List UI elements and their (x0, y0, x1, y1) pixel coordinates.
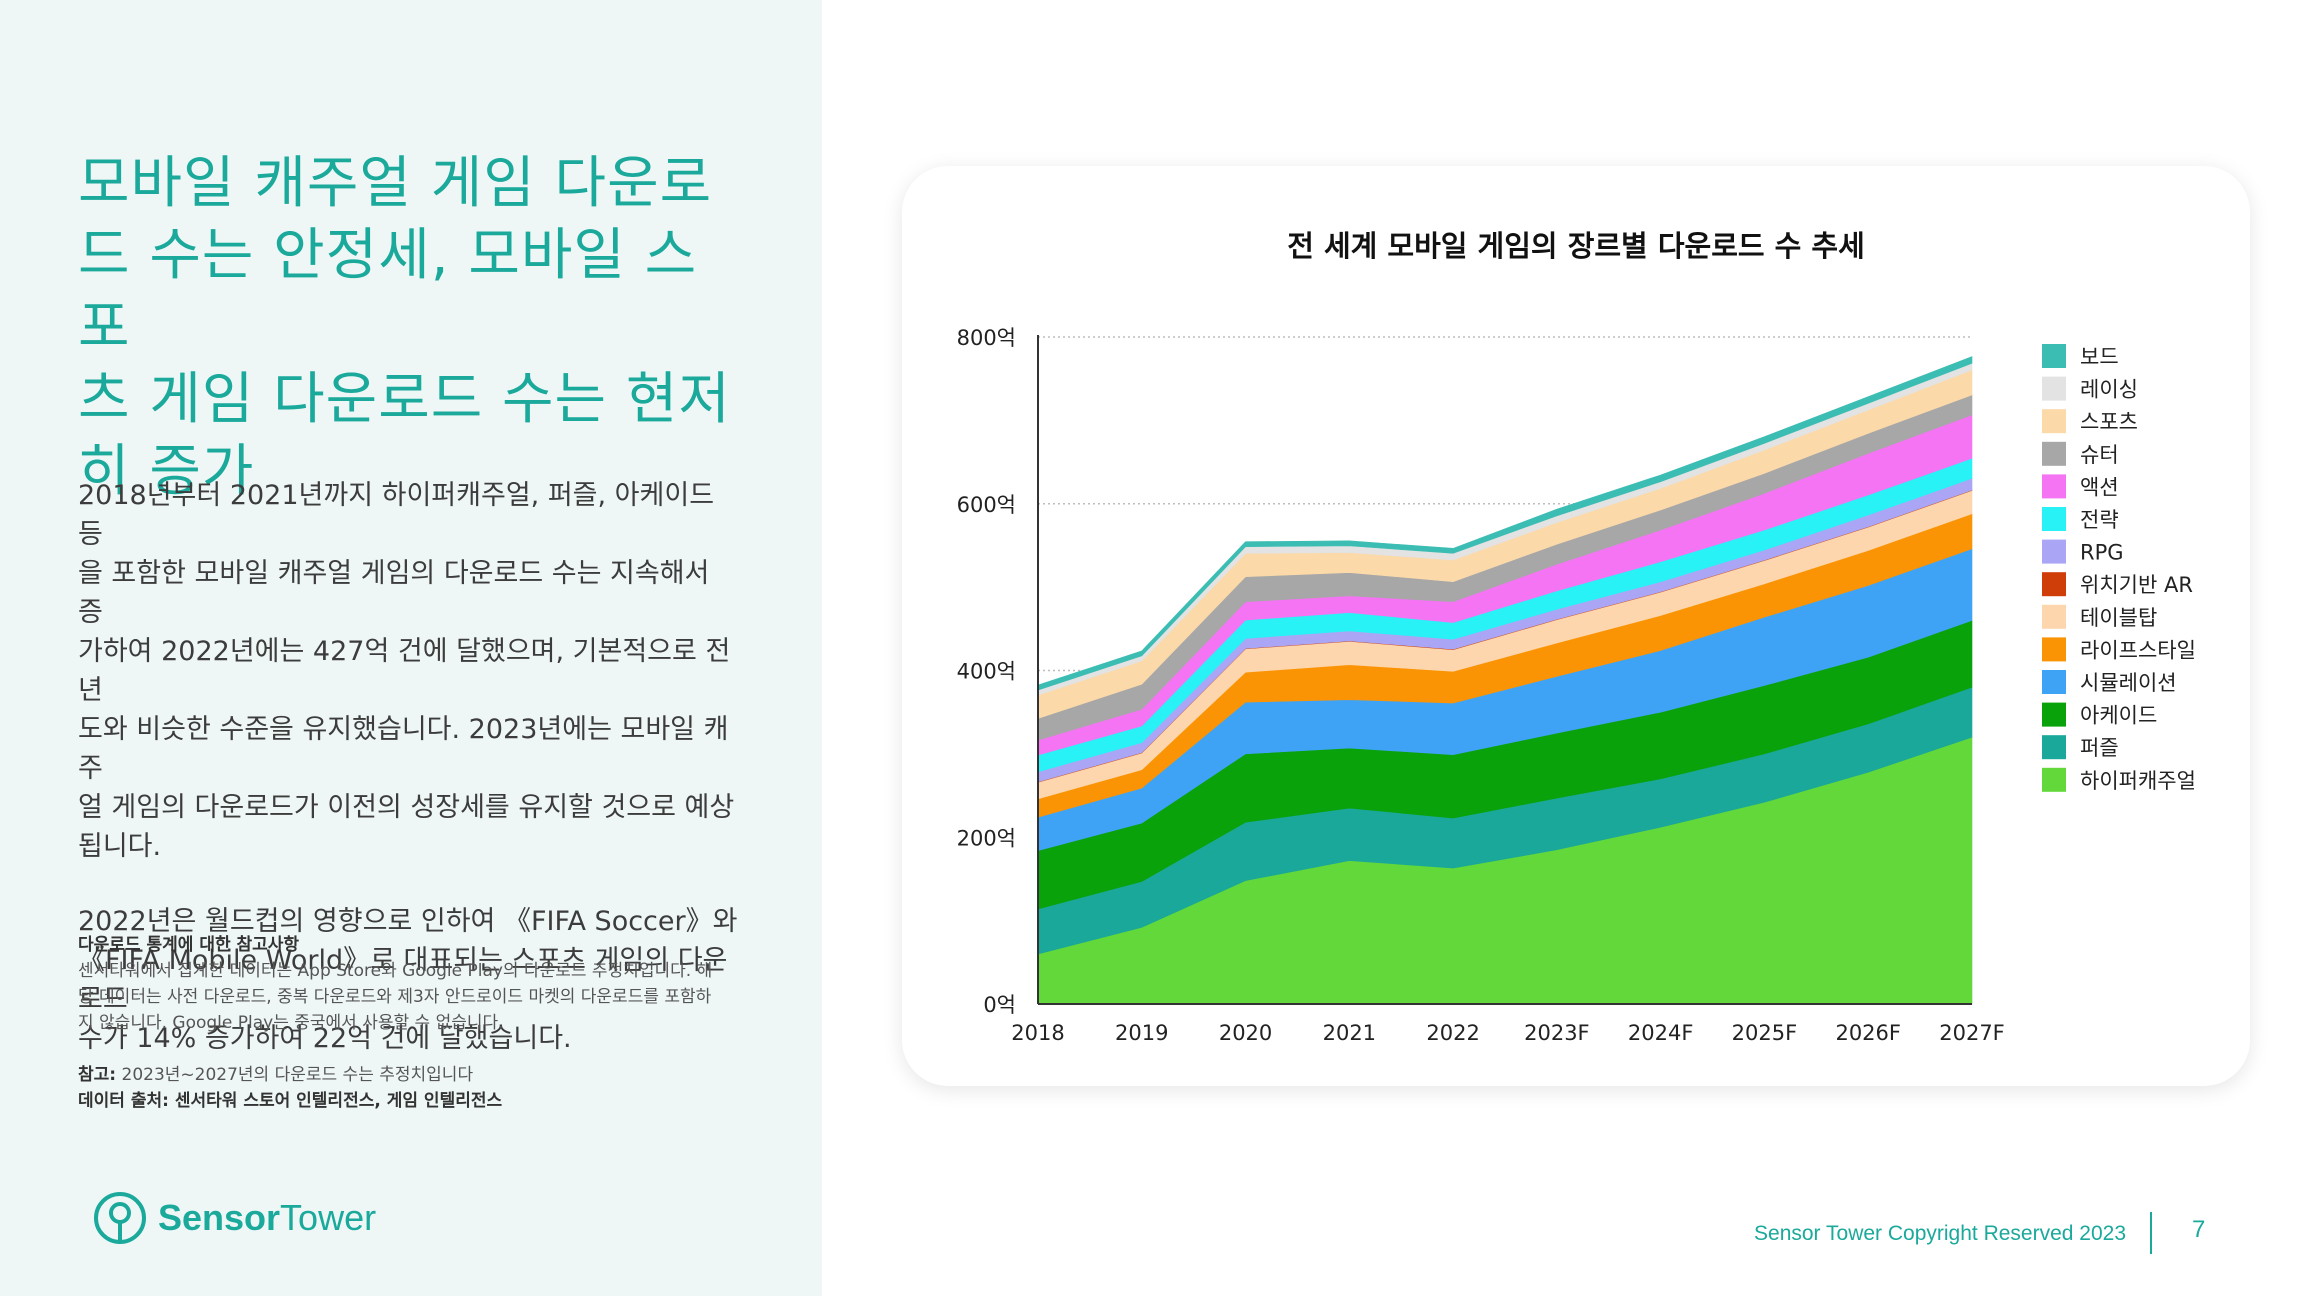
legend-label: 라이프스타일 (2080, 638, 2196, 662)
legend-label: 위치기반 AR (2080, 573, 2193, 597)
body-line: 수가 14% 증가하여 22억 건에 달했습니다. (78, 1023, 572, 1054)
y-tick-label: 0억 (983, 993, 1016, 1017)
headline-line: 히 증가 (78, 439, 255, 504)
legend-swatch (2042, 409, 2066, 434)
legend-label: 아케이드 (2080, 704, 2157, 728)
notes-line: 당 데이터는 사전 다운로드, 중복 다운로드와 제3자 안드로이드 마켓의 다… (78, 987, 712, 1007)
y-tick-label: 200억 (957, 826, 1016, 850)
body-paragraph-1: 2018년부터 2021년까지 하이퍼캐주얼, 퍼즐, 아케이드 등 을 포함한… (78, 476, 738, 866)
body-line: 2018년부터 2021년까지 하이퍼캐주얼, 퍼즐, 아케이드 등 (78, 480, 715, 550)
logo-wordmark: SensorTower (158, 1197, 376, 1239)
body-line: 2022년은 월드컵의 영향으로 인하여 《FIFA Soccer》와 (78, 906, 738, 937)
legend-swatch (2042, 767, 2066, 792)
legend-label: 하이퍼캐주얼 (2080, 769, 2196, 793)
area-series-보드 (1037, 356, 1973, 691)
x-tick-label: 2022 (1426, 1021, 1479, 1045)
data-source: 데이터 출처: 센서타워 스토어 인텔리전스, 게임 인텔리전스 (78, 1091, 503, 1111)
legend-swatch (2042, 474, 2066, 499)
legend-label: 레이싱 (2080, 378, 2138, 402)
page-headline: 모바일 캐주얼 게임 다운로 드 수는 안정세, 모바일 스포 츠 게임 다운로… (78, 148, 738, 508)
body-paragraph-2: 2022년은 월드컵의 영향으로 인하여 《FIFA Soccer》와 《FIF… (78, 902, 738, 1058)
body-line: 을 포함한 모바일 캐주얼 게임의 다운로드 수는 지속해서 증 (78, 558, 710, 628)
legend-label: 보드 (2080, 345, 2119, 369)
sensor-tower-logo: SensorTower (92, 1188, 376, 1248)
body-line: 얼 게임의 다운로드가 이전의 성장세를 유지할 것으로 예상 (78, 792, 735, 823)
notes-section: 다운로드 통계에 대한 참고사항 센서타워에서 집계한 데이터는 App Sto… (78, 932, 748, 1114)
body-line: 가하여 2022년에는 427억 건에 달했으며, 기본적으로 전년 (78, 636, 731, 706)
x-tick-label: 2027F (1939, 1021, 2005, 1045)
body-line: 됩니다. (78, 831, 162, 862)
notes-line: 지 않습니다. Google Play는 중국에서 사용할 수 없습니다. (78, 1013, 504, 1033)
y-tick-label: 600억 (957, 493, 1016, 517)
headline-line: 드 수는 안정세, 모바일 스포 (78, 223, 698, 360)
notes-line: 센서타워에서 집계한 데이터는 App Store와 Google Play의 … (78, 961, 713, 981)
legend-swatch (2042, 344, 2066, 368)
x-tick-label: 2020 (1219, 1021, 1272, 1045)
chart-title: 전 세계 모바일 게임의 장르별 다운로드 수 추세 (1287, 229, 1865, 263)
sensor-tower-logo-icon (94, 1192, 146, 1244)
legend-swatch (2042, 735, 2066, 760)
x-tick-label: 2025F (1732, 1021, 1798, 1045)
body-text: 2018년부터 2021년까지 하이퍼캐주얼, 퍼즐, 아케이드 등 을 포함한… (78, 476, 738, 1094)
legend-swatch (2042, 507, 2066, 531)
stacked-area-chart: 전 세계 모바일 게임의 장르별 다운로드 수 추세 0억 200억 400억 600… (957, 229, 2196, 1045)
legend-swatch (2042, 441, 2066, 466)
legend-label: 슈터 (2080, 443, 2119, 467)
headline-line: 모바일 캐주얼 게임 다운로 (78, 151, 713, 216)
x-tick-label: 2024F (1628, 1021, 1694, 1045)
body-line: 《FIFA Mobile World》로 대표되는 스포츠 게임의 다운로드 (78, 945, 728, 1015)
legend-label: 퍼즐 (2080, 736, 2119, 760)
y-tick-label: 800억 (957, 326, 1016, 350)
body-line: 도와 비슷한 수준을 유지했습니다. 2023년에는 모바일 캐주 (78, 714, 729, 784)
legend-label: 시뮬레이션 (2080, 671, 2177, 695)
reference-label: 참고: (78, 1065, 117, 1085)
footer-divider (2150, 1212, 2152, 1254)
x-tick-label: 2021 (1323, 1021, 1376, 1045)
x-tick-label: 2026F (1835, 1021, 1901, 1045)
notes-title: 다운로드 통계에 대한 참고사항 (78, 935, 300, 955)
x-tick-label: 2019 (1115, 1021, 1168, 1045)
legend-swatch (2042, 572, 2066, 597)
logo-word-sensor: Sensor (158, 1197, 281, 1238)
footer-copyright: Sensor Tower Copyright Reserved 2023 (1754, 1222, 2126, 1245)
legend-swatch (2042, 376, 2066, 401)
legend-label: 전략 (2080, 508, 2119, 532)
reference-text: 2023년~2027년의 다운로드 수는 추정치입니다 (116, 1065, 474, 1085)
y-tick-label: 400억 (957, 660, 1016, 684)
page-number: 7 (2192, 1216, 2206, 1243)
notes-reference: 참고: 2023년~2027년의 다운로드 수는 추정치입니다 (78, 1062, 748, 1088)
legend-label: 스포츠 (2080, 410, 2138, 434)
legend-label: 테이블탑 (2080, 606, 2157, 630)
legend-label: RPG (2080, 541, 2124, 565)
x-tick-label: 2018 (1011, 1021, 1064, 1045)
legend-swatch (2042, 670, 2066, 694)
logo-word-tower: Tower (280, 1197, 377, 1238)
legend-swatch (2042, 604, 2066, 629)
left-panel (0, 0, 822, 1296)
legend-label: 액션 (2080, 475, 2119, 499)
legend-swatch (2042, 702, 2066, 727)
headline-line: 츠 게임 다운로드 수는 현저 (78, 367, 731, 432)
x-tick-label: 2023F (1524, 1021, 1590, 1045)
chart-card: 전 세계 모바일 게임의 장르별 다운로드 수 추세 0억 200억 400억 600… (902, 166, 2250, 1086)
legend-swatch (2042, 637, 2066, 662)
legend-swatch (2042, 539, 2066, 564)
